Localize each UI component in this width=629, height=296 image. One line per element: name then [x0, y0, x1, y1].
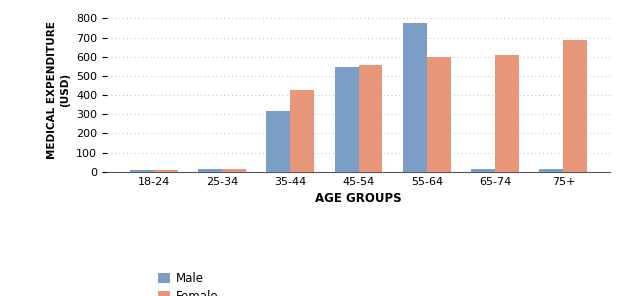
Bar [564, 40, 587, 172]
Bar [153, 170, 177, 172]
Bar [403, 23, 427, 172]
Y-axis label: MEDICAL EXPENDITURE
(USD): MEDICAL EXPENDITURE (USD) [47, 21, 70, 159]
Bar [427, 57, 451, 172]
Bar [266, 111, 290, 172]
Bar [495, 55, 519, 172]
Bar [222, 169, 246, 172]
Bar [540, 169, 564, 172]
Bar [130, 170, 153, 172]
Bar [359, 65, 382, 172]
Bar [290, 90, 314, 172]
Legend: Male, Female: Male, Female [153, 267, 223, 296]
Bar [335, 67, 359, 172]
Bar [198, 169, 222, 172]
X-axis label: AGE GROUPS: AGE GROUPS [315, 192, 402, 205]
Bar [471, 169, 495, 172]
